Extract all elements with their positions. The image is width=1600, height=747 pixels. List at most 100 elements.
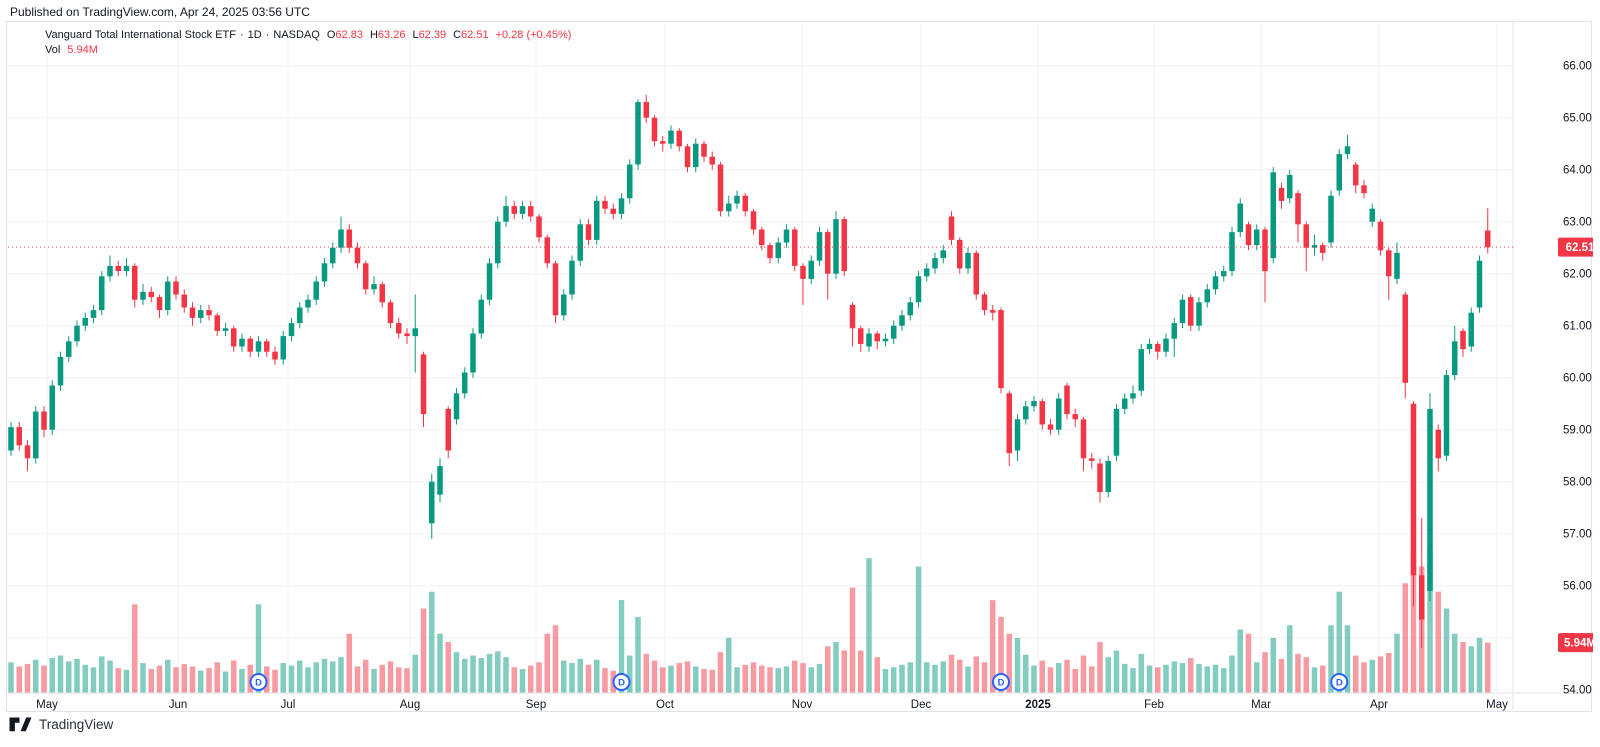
volume-bar xyxy=(660,667,666,693)
dividend-marker[interactable]: D xyxy=(992,673,1010,691)
volume-bar xyxy=(1229,655,1235,693)
candle xyxy=(1443,369,1450,461)
candle xyxy=(552,260,559,324)
candle-body xyxy=(156,297,163,311)
candle xyxy=(767,242,773,264)
volume-bar xyxy=(173,667,179,693)
dividend-marker[interactable]: D xyxy=(249,673,268,691)
volume-bar xyxy=(907,662,913,693)
volume-bar xyxy=(742,664,748,693)
volume-bar xyxy=(41,665,47,693)
candle xyxy=(321,258,328,287)
candle-body xyxy=(255,341,262,352)
candle-body xyxy=(808,260,814,279)
candle xyxy=(412,294,418,373)
candle xyxy=(181,289,187,313)
exchange-label: NASDAQ xyxy=(273,29,320,41)
candle xyxy=(1105,455,1111,498)
candle xyxy=(709,151,715,170)
candle-body xyxy=(948,216,955,240)
candle-body xyxy=(536,216,542,238)
volume-bar xyxy=(379,664,385,693)
candle-body xyxy=(775,242,781,259)
volume-bar xyxy=(536,662,542,693)
candle xyxy=(684,143,691,173)
candle-body xyxy=(1089,458,1095,461)
candle-body xyxy=(899,315,905,326)
price-chart-canvas[interactable]: D D D D 66.00 65.00 64.00 63.00 62.00 61.00 60.00 5… xyxy=(7,22,1593,711)
volume-bar xyxy=(1476,637,1483,693)
candle-body xyxy=(1196,302,1202,326)
candle xyxy=(882,333,889,347)
time-axis-label: May xyxy=(1486,699,1508,711)
volume-bar xyxy=(1204,666,1210,693)
candle xyxy=(1146,338,1153,355)
candle-body xyxy=(115,265,121,272)
candle xyxy=(1163,333,1169,357)
candle-body xyxy=(825,232,831,274)
volume-bar xyxy=(726,637,732,693)
separator-dot: · xyxy=(239,29,244,41)
candle-body xyxy=(1287,174,1293,199)
candle-body xyxy=(495,221,501,264)
candle-body xyxy=(1328,195,1334,243)
dividend-marker[interactable]: D xyxy=(1330,673,1349,691)
volume-bar xyxy=(1460,642,1466,693)
candle xyxy=(66,336,72,363)
candle-body xyxy=(767,245,773,259)
candle xyxy=(198,304,204,324)
candle-body xyxy=(16,427,22,446)
candle-body xyxy=(1303,224,1309,248)
candle-body xyxy=(1047,424,1054,430)
candle xyxy=(907,297,913,321)
price-axis-label: 58.00 xyxy=(1563,477,1592,489)
candle-body xyxy=(1122,398,1128,409)
volume-bar xyxy=(874,657,880,693)
candle xyxy=(1039,398,1045,430)
candle-body xyxy=(940,250,946,259)
time-axis-label: May xyxy=(36,699,58,711)
candle-body xyxy=(321,263,328,282)
tradingview-footer[interactable]: TradingView xyxy=(9,712,113,736)
candle-body xyxy=(800,265,806,279)
volume-bar xyxy=(759,665,765,693)
candle xyxy=(866,328,872,352)
candle-body xyxy=(1386,250,1392,277)
candlestick-layer[interactable] xyxy=(8,94,1491,649)
candle-body xyxy=(1295,193,1301,225)
volume-bar xyxy=(767,667,773,693)
volume-bar xyxy=(239,668,245,693)
candle xyxy=(1320,242,1326,261)
published-line: Published on TradingView.com, Apr 24, 20… xyxy=(10,5,310,19)
candle xyxy=(1386,247,1392,300)
candle xyxy=(1377,219,1384,256)
candle-body xyxy=(305,299,311,308)
candle-body xyxy=(214,315,220,331)
volume-bar xyxy=(453,652,460,693)
candle-body xyxy=(173,281,179,295)
candle-body xyxy=(1245,224,1252,246)
candle-body xyxy=(346,229,352,248)
volume-bar xyxy=(1146,665,1153,693)
volume-bar xyxy=(222,671,229,693)
candle xyxy=(635,99,641,170)
volume-bar xyxy=(503,657,509,693)
volume-bar xyxy=(585,664,592,693)
candle xyxy=(24,440,31,472)
volume-bar xyxy=(346,633,352,693)
candle xyxy=(132,263,138,308)
candle-body xyxy=(1320,245,1326,253)
low-value: 62.39 xyxy=(418,29,447,41)
candle xyxy=(1410,401,1417,607)
candle-body xyxy=(998,310,1004,389)
candle-body xyxy=(1468,312,1474,347)
time-axis[interactable]: May Jun Jul Aug Sep Oct Nov Dec 2025 Feb Mar Apr May xyxy=(36,699,1508,711)
volume-bar xyxy=(965,666,971,693)
candle-body xyxy=(107,265,113,277)
volume-bar xyxy=(206,668,212,693)
candle-body xyxy=(932,258,938,269)
dividend-marker[interactable]: D xyxy=(612,673,631,691)
close-label: C xyxy=(453,29,462,41)
price-axis[interactable]: 66.00 65.00 64.00 63.00 62.00 61.00 60.00 59.00… xyxy=(1563,61,1592,697)
volume-bar xyxy=(1468,646,1474,693)
